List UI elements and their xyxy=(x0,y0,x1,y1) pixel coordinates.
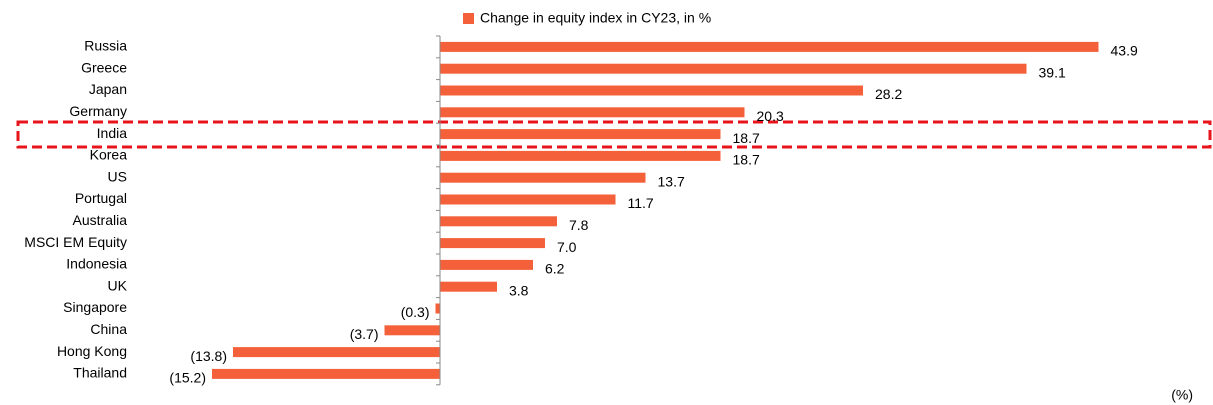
y-tick-label: US xyxy=(108,168,127,184)
value-label: 39.1 xyxy=(1039,64,1066,80)
y-tick-label: India xyxy=(97,125,128,141)
y-tick-label: Singapore xyxy=(63,299,127,315)
y-tick-label: Portugal xyxy=(75,190,127,206)
bar xyxy=(440,41,1099,52)
value-label: (13.8) xyxy=(190,348,227,364)
bar xyxy=(440,238,545,249)
y-tick-label: Australia xyxy=(73,212,128,228)
value-label: 18.7 xyxy=(733,152,760,168)
legend-swatch xyxy=(463,13,474,24)
y-tick-label: Hong Kong xyxy=(57,343,127,359)
y-tick-label: Japan xyxy=(89,81,127,97)
value-label: 7.8 xyxy=(569,217,589,233)
bar xyxy=(440,172,646,183)
bar xyxy=(440,129,721,140)
y-tick-label: Indonesia xyxy=(66,256,127,272)
value-label: 6.2 xyxy=(545,261,565,277)
bar xyxy=(384,325,440,336)
y-tick-label: Thailand xyxy=(73,365,127,381)
y-tick-label: Korea xyxy=(90,147,128,163)
bar xyxy=(440,281,497,292)
value-label: 7.0 xyxy=(557,239,577,255)
bar xyxy=(440,63,1027,74)
value-label: 43.9 xyxy=(1111,43,1138,59)
bar xyxy=(440,150,721,161)
bar xyxy=(212,368,440,379)
value-label: 13.7 xyxy=(658,173,685,189)
y-tick-label: China xyxy=(90,321,127,337)
value-label: 18.7 xyxy=(733,130,760,146)
value-label: (0.3) xyxy=(401,304,430,320)
y-tick-label: UK xyxy=(108,277,128,293)
value-label: (15.2) xyxy=(169,370,206,386)
bar xyxy=(440,107,745,118)
y-tick-label: Germany xyxy=(69,103,127,119)
bar xyxy=(440,194,616,205)
value-label: 28.2 xyxy=(875,86,902,102)
value-label: 11.7 xyxy=(628,195,654,211)
bar xyxy=(440,85,863,96)
unit-annotation: (%) xyxy=(1171,387,1193,403)
bar xyxy=(440,259,533,270)
value-label: (3.7) xyxy=(350,326,379,342)
bar xyxy=(435,303,440,314)
value-label: 20.3 xyxy=(757,108,784,124)
legend-label: Change in equity index in CY23, in % xyxy=(480,10,711,26)
value-label: 3.8 xyxy=(509,282,529,298)
y-tick-label: Russia xyxy=(84,38,127,54)
highlight-box xyxy=(16,120,1212,149)
y-tick-label: Greece xyxy=(81,59,127,75)
y-tick-label: MSCI EM Equity xyxy=(24,234,127,250)
bar xyxy=(233,347,440,358)
bar xyxy=(440,216,557,227)
